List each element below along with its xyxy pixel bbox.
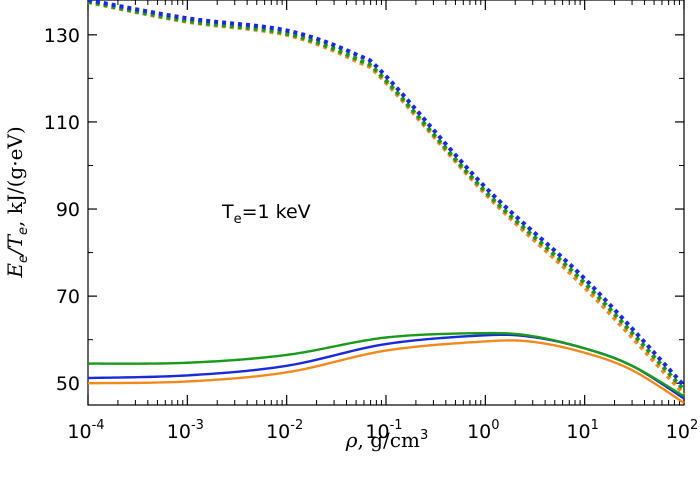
temperature-annotation: Te=1 keV <box>221 201 311 227</box>
series-line-1 <box>87 0 686 392</box>
y-tick-label: 110 <box>44 112 80 134</box>
y-tick-label: 50 <box>56 373 80 395</box>
y-tick-label: 130 <box>44 25 80 47</box>
x-tick-label: 102 <box>666 418 698 443</box>
series-line-5 <box>87 331 685 398</box>
x-tick-label: 101 <box>566 418 598 443</box>
series-line-3 <box>87 339 685 404</box>
y-axis-label: Ee/Te, kJ/(g·eV) <box>3 126 31 278</box>
x-tick-label: 10-2 <box>266 418 303 443</box>
series-line-4 <box>87 333 685 400</box>
y-tick-label: 70 <box>56 286 80 308</box>
y-tick-label: 90 <box>56 199 80 221</box>
x-tick-label: 10-3 <box>167 418 204 443</box>
x-tick-label: 10-1 <box>365 418 402 443</box>
x-axis-label: ρ, g/cm3 <box>345 428 428 452</box>
x-tick-label: 100 <box>467 418 499 443</box>
x-tick-label: 10-4 <box>67 418 104 443</box>
series-line-2 <box>87 0 686 387</box>
series-line-0 <box>87 0 686 396</box>
